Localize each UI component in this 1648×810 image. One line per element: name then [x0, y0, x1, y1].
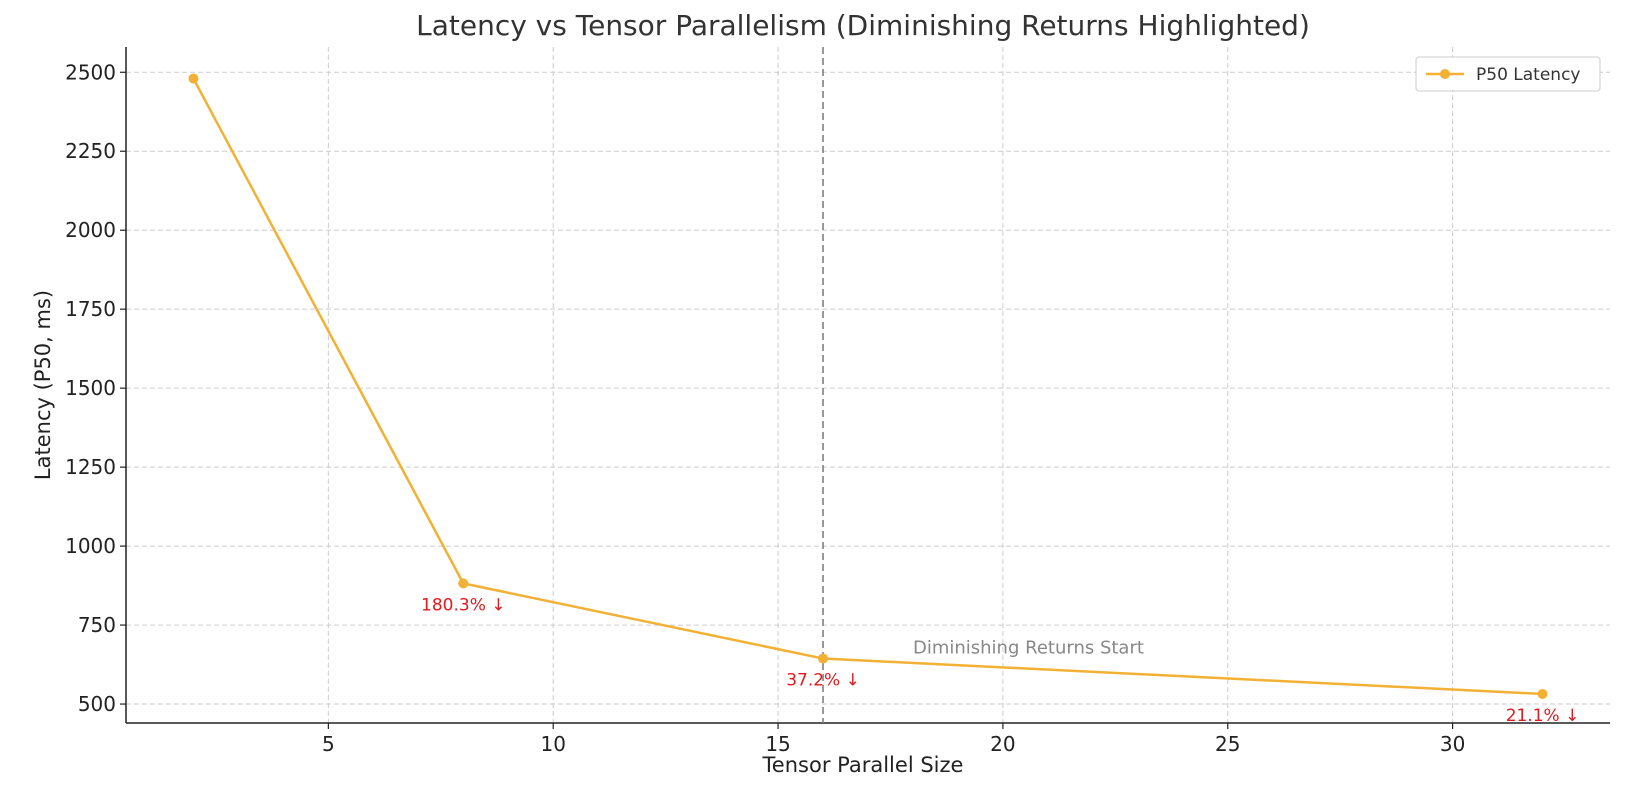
- grid: [126, 47, 1610, 723]
- data-point: [1537, 688, 1548, 699]
- chart-title: Latency vs Tensor Parallelism (Diminishi…: [416, 9, 1310, 42]
- legend-box: [1415, 56, 1601, 92]
- y-tick-label: 750: [78, 613, 116, 637]
- x-tick-label: 20: [990, 732, 1015, 756]
- data-point: [188, 73, 199, 84]
- series-line-p50: [192, 77, 1543, 696]
- y-tick-label: 2000: [65, 218, 116, 242]
- y-tick-label: 2250: [65, 139, 116, 163]
- vertical-marker: Diminishing Returns Start: [822, 47, 1144, 723]
- percent-drop-annotation: 21.1% ↓: [1506, 706, 1580, 726]
- data-point: [818, 653, 829, 664]
- legend-label-p50: P50 Latency: [1476, 65, 1580, 85]
- x-tick-label: 10: [540, 732, 565, 756]
- x-tick-label: 5: [322, 732, 335, 756]
- y-tick-label: 1500: [65, 376, 116, 400]
- annotations: 180.3% ↓ 37.2% ↓ 21.1% ↓: [421, 595, 1579, 726]
- y-axis-label: Latency (P50, ms): [31, 290, 55, 480]
- y-tick-label: 500: [78, 692, 116, 716]
- percent-drop-annotation: 37.2% ↓: [786, 671, 860, 691]
- legend-marker-p50: [1440, 69, 1450, 79]
- diminishing-returns-label: Diminishing Returns Start: [913, 638, 1144, 659]
- x-axis-label: Tensor Parallel Size: [762, 753, 964, 777]
- percent-drop-annotation: 180.3% ↓: [421, 595, 505, 615]
- axes: 500 750 1000 1250 1500 1750 2000 2250 2500 5 10 15 2…: [65, 47, 1610, 756]
- y-tick-label: 2500: [65, 60, 116, 84]
- x-tick-label: 25: [1215, 732, 1240, 756]
- y-tick-label: 1000: [65, 534, 116, 558]
- data-point: [458, 578, 469, 589]
- x-tick-label: 30: [1440, 732, 1465, 756]
- x-tick-label: 15: [765, 732, 790, 756]
- legend: P50 Latency: [1415, 56, 1601, 92]
- series-layer: [188, 73, 1548, 699]
- y-tick-label: 1750: [65, 297, 116, 321]
- y-tick-label: 1250: [65, 455, 116, 479]
